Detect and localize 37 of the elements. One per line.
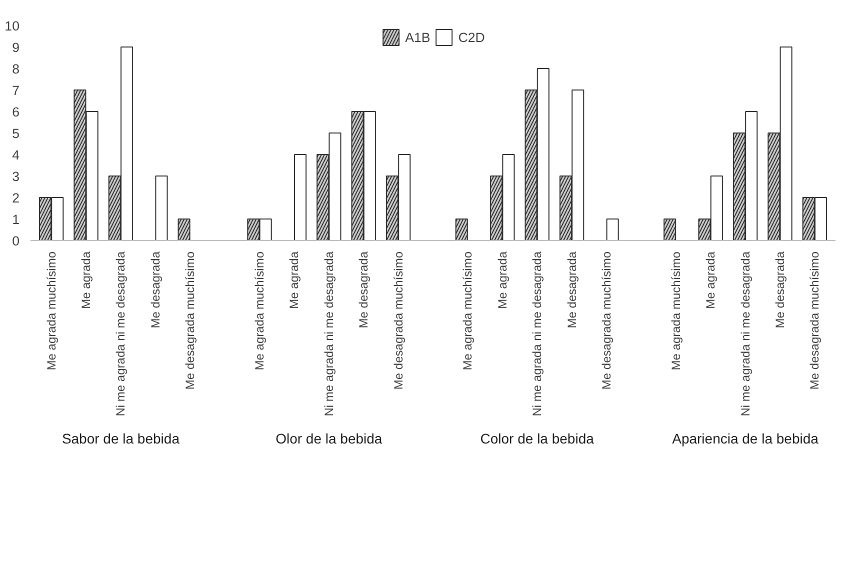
y-tick-label: 10 bbox=[4, 18, 20, 34]
y-tick-label: 5 bbox=[12, 126, 20, 141]
x-tick-label: Me agrada muchísimo bbox=[668, 251, 683, 370]
y-tick-label: 4 bbox=[12, 148, 20, 162]
x-tick-label: Ni me agrada ni me desagrada bbox=[114, 251, 128, 416]
y-tick-label: 3 bbox=[12, 169, 20, 184]
y-tick-label: 1 bbox=[12, 212, 20, 227]
legend-label: C2D bbox=[458, 30, 485, 44]
y-tick-label: 2 bbox=[12, 190, 20, 206]
y-tick-label: 6 bbox=[12, 104, 20, 120]
x-tick-label: Ni me agrada ni me desagrada bbox=[738, 251, 752, 416]
text: Apariencia de la bebida bbox=[672, 430, 819, 446]
y-tick-label: 9 bbox=[12, 40, 20, 55]
x-tick-label: Me desagrada muchísimo bbox=[391, 251, 406, 390]
x-tick-label: Me desagrada bbox=[564, 251, 579, 328]
x-tick-label: Ni me agrada ni me desagrada bbox=[530, 251, 544, 416]
text: Sabor de la bebida bbox=[62, 430, 180, 446]
x-tick-label: Me desagrada bbox=[356, 251, 371, 328]
x-tick-label: Me agrada bbox=[287, 251, 302, 309]
legend-label: A1B bbox=[405, 30, 430, 44]
x-tick-label: Me desagrada muchísimo bbox=[808, 251, 822, 390]
x-tick-label: Me desagrada muchísimo bbox=[183, 251, 198, 390]
x-tick-label: Me desagrada bbox=[772, 251, 787, 328]
x-tick-label: Me agrada muchísimo bbox=[252, 251, 267, 370]
y-tick-label: 8 bbox=[12, 62, 20, 76]
x-tick-label: Me agrada bbox=[704, 251, 718, 309]
x-tick-label: Me desagrada muchísimo bbox=[599, 251, 614, 390]
y-tick-label: 7 bbox=[12, 83, 20, 98]
text: Color de la bebida bbox=[480, 430, 594, 446]
x-tick-label: Me agrada bbox=[495, 251, 510, 309]
x-tick-label: Me desagrada bbox=[148, 251, 162, 328]
x-tick-label: Ni me agrada ni me desagrada bbox=[322, 251, 336, 416]
text: Olor de la bebida bbox=[276, 430, 382, 446]
x-tick-label: Me agrada bbox=[79, 251, 94, 309]
x-tick-label: Me agrada muchísimo bbox=[460, 251, 475, 370]
y-tick-label: 0 bbox=[12, 234, 20, 248]
x-tick-label: Me agrada muchísimo bbox=[44, 251, 58, 370]
